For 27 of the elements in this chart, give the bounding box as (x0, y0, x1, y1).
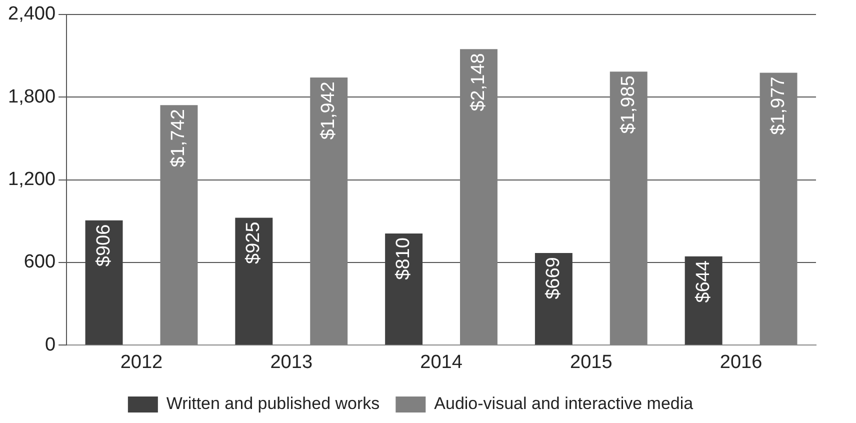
legend-label: Written and published works (166, 394, 380, 414)
data-label: $2,148 (468, 53, 489, 112)
data-label: $1,977 (768, 76, 789, 135)
data-label: $669 (542, 256, 564, 300)
y-tick-label: 1,200 (8, 169, 56, 190)
data-label: $810 (393, 238, 414, 280)
data-label: $1,985 (618, 76, 639, 134)
y-tick-label: 1,800 (8, 86, 56, 108)
x-tick-label: 2013 (270, 352, 313, 373)
bar (534, 252, 572, 345)
bar (385, 234, 423, 345)
bar (85, 220, 123, 345)
data-label: $1,742 (168, 109, 190, 168)
legend-label: Audio-visual and interactive media (434, 394, 694, 414)
x-tick-label: 2014 (420, 352, 463, 373)
y-tick-label: 0 (44, 334, 56, 356)
bar (235, 218, 273, 345)
bar (684, 256, 722, 345)
data-label: $644 (692, 260, 714, 303)
x-tick-label: 2012 (120, 352, 163, 373)
data-label: $906 (93, 224, 114, 267)
data-label: $925 (243, 222, 264, 264)
x-tick-label: 2016 (720, 352, 762, 373)
y-tick-label: 2,400 (8, 4, 56, 25)
y-tick-label: 600 (24, 252, 56, 273)
x-tick-label: 2015 (570, 352, 612, 373)
data-label: $1,942 (318, 82, 340, 140)
